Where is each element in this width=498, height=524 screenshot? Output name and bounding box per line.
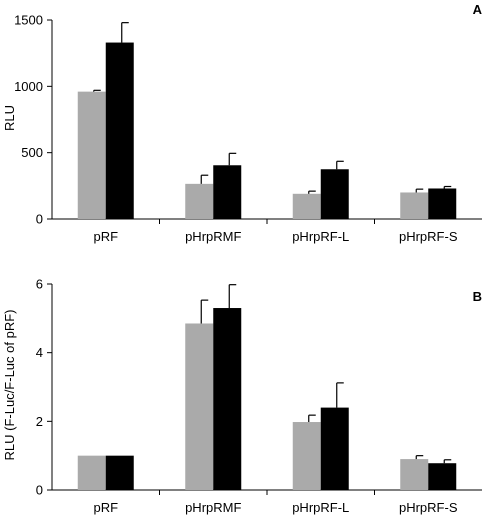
bar [213, 308, 242, 490]
chart-panel-a: A RLU 0 500 1000 1500 pRF pHrpRMF pHrpRF-L pHrp… [2, 2, 483, 244]
y-tick-label: 2 [36, 414, 43, 429]
bar [77, 91, 106, 219]
x-tick-label: pHrpRF-L [292, 500, 349, 515]
bar [400, 459, 429, 490]
x-tick-label: pHrpRF-L [292, 229, 349, 244]
y-tick-label: 1000 [14, 79, 43, 94]
x-tick-label: pHrpRF-S [399, 229, 458, 244]
y-tick-label: 500 [21, 145, 43, 160]
bar [292, 193, 321, 219]
y-axis-label: RLU [2, 105, 17, 131]
bar [105, 455, 134, 490]
y-tick-label: 4 [36, 345, 43, 360]
x-tick-label: pHrpRMF [185, 229, 241, 244]
bar [213, 165, 242, 219]
panel-label: A [473, 2, 483, 17]
x-tick-label: pRF [93, 229, 118, 244]
y-tick-label: 6 [36, 277, 43, 292]
bar [185, 183, 214, 219]
y-tick-label: 0 [36, 483, 43, 498]
chart-panel-b: B RLU (F-Luc/F-Luc of pRF) 0 2 4 6 pRF pHrpRM… [2, 277, 482, 515]
bar [428, 463, 457, 490]
bar [400, 192, 429, 219]
bar [292, 422, 321, 490]
x-tick-label: pRF [93, 500, 118, 515]
bar [185, 323, 214, 490]
bar [428, 188, 457, 219]
x-tick-label: pHrpRMF [185, 500, 241, 515]
bar [77, 455, 106, 490]
bar [105, 42, 134, 220]
bar [320, 407, 349, 490]
x-tick-label: pHrpRF-S [399, 500, 458, 515]
y-tick-label: 0 [36, 212, 43, 227]
y-tick-label: 1500 [14, 13, 43, 28]
bar [320, 169, 349, 219]
panel-label: B [473, 289, 482, 304]
y-axis-label: RLU (F-Luc/F-Luc of pRF) [2, 310, 17, 461]
